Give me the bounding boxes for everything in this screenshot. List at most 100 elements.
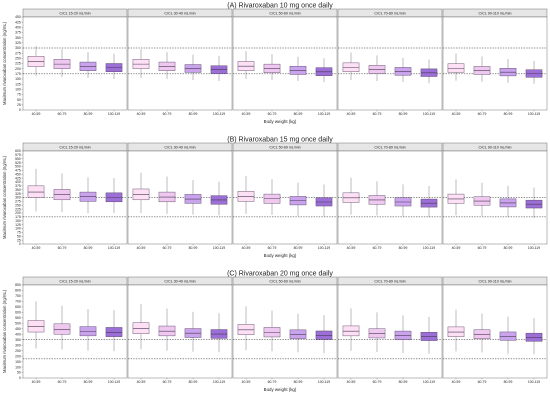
box-0: 40-59 — [342, 308, 360, 384]
y-tick-label: 125 — [15, 223, 21, 227]
x-tick-label: 60-79 — [163, 246, 172, 250]
row-title: (B) Rivaroxaban 15 mg once daily — [227, 137, 333, 144]
box-2: 80-99 — [394, 315, 412, 384]
y-tick-label: 175 — [15, 215, 21, 219]
box-2: 80-99 — [289, 313, 307, 384]
y-tick-label: 425 — [15, 20, 21, 24]
x-tick-label: 40-59 — [347, 380, 356, 384]
y-tick-label: 325 — [15, 41, 21, 45]
y-tick-label: 200 — [15, 354, 21, 358]
y-tick-label: 225 — [15, 207, 21, 211]
panel-0: CrCL 15-29 mL/min 40-59 60-79 80-99 100-119 — [22, 142, 128, 250]
box-body — [132, 322, 150, 334]
y-tick-label: 150 — [15, 77, 21, 81]
y-tick-label: 125 — [15, 82, 21, 86]
box-2: 80-99 — [499, 185, 517, 250]
y-tick-label: 25 — [17, 103, 21, 107]
x-tick-label: 80-99 — [84, 112, 93, 116]
box-3: 100-119 — [315, 58, 333, 116]
x-tick-label: 40-59 — [347, 112, 356, 116]
y-axis-label: Maximum rivaroxaban concentration (ng/mL… — [2, 155, 7, 239]
y-tick-label: 150 — [15, 360, 21, 364]
box-0: 40-59 — [27, 301, 45, 384]
y-tick-label: 350 — [15, 188, 21, 192]
y-tick-label: 800 — [15, 289, 21, 293]
y-tick-label: 250 — [15, 349, 21, 353]
panel-strip-label: CrCL 70-89 mL/min — [374, 145, 405, 149]
panel-2: CrCL 50-69 mL/min 40-59 60-79 80-99 100-119 — [232, 276, 338, 384]
box-2: 80-99 — [184, 54, 202, 116]
box-1: 60-79 — [368, 181, 386, 250]
x-tick-label: 40-59 — [452, 380, 461, 384]
y-tick-label: 600 — [15, 311, 21, 315]
y-tick-label: 325 — [15, 192, 21, 196]
y-tick-label: 550 — [15, 157, 21, 161]
y-tick-label: 300 — [15, 343, 21, 347]
box-3: 100-119 — [525, 187, 543, 250]
x-tick-label: 100-119 — [318, 112, 330, 116]
x-tick-label: 100-119 — [528, 112, 540, 116]
row-title: (A) Rivaroxaban 10 mg once daily — [227, 3, 333, 10]
x-tick-label: 80-99 — [399, 380, 408, 384]
box-3: 100-119 — [210, 55, 228, 116]
box-3: 100-119 — [525, 60, 543, 116]
x-tick-label: 100-119 — [423, 246, 435, 250]
panel-strip-label: CrCL 30-49 mL/min — [164, 11, 195, 15]
x-axis-label: Body weight (kg) — [264, 253, 297, 258]
chart-row-0: (A) Rivaroxaban 10 mg once daily Maximum … — [2, 3, 548, 124]
box-1: 60-79 — [53, 49, 71, 116]
y-tick-label: 275 — [15, 51, 21, 55]
box-3: 100-119 — [210, 313, 228, 384]
box-0: 40-59 — [27, 168, 45, 250]
x-tick-label: 80-99 — [504, 380, 513, 384]
x-tick-label: 60-79 — [268, 380, 277, 384]
x-tick-label: 80-99 — [189, 246, 198, 250]
panel-strip-label: CrCL 30-49 mL/min — [164, 279, 195, 283]
x-tick-label: 40-59 — [137, 112, 146, 116]
y-tick-label: 150 — [15, 219, 21, 223]
box-1: 60-79 — [53, 305, 71, 384]
box-1: 60-79 — [368, 55, 386, 116]
panel-3: CrCL 70-89 mL/min 40-59 60-79 80-99 100-119 — [337, 142, 443, 250]
box-3: 100-119 — [420, 186, 438, 250]
y-tick-label: 400 — [15, 26, 21, 30]
x-tick-label: 60-79 — [478, 380, 487, 384]
y-tick-label: 0 — [19, 376, 21, 380]
panel-strip-label: CrCL 90-110 mL/min — [479, 11, 512, 15]
x-tick-label: 80-99 — [504, 246, 513, 250]
x-tick-label: 100-119 — [213, 112, 225, 116]
y-tick-label: 75 — [17, 231, 21, 235]
y-tick-label: 350 — [15, 36, 21, 40]
box-2: 80-99 — [79, 309, 97, 384]
x-tick-label: 40-59 — [347, 246, 356, 250]
box-0: 40-59 — [447, 179, 465, 250]
x-tick-label: 80-99 — [189, 380, 198, 384]
panel-strip-label: CrCL 50-69 mL/min — [269, 11, 300, 15]
y-tick-label: 250 — [15, 57, 21, 61]
box-3: 100-119 — [105, 310, 123, 384]
panel-strip-label: CrCL 70-89 mL/min — [374, 11, 405, 15]
panel-strip-label: CrCL 15-29 mL/min — [59, 279, 90, 283]
panel-strip-label: CrCL 90-110 mL/min — [479, 145, 512, 149]
y-tick-label: 100 — [15, 227, 21, 231]
panel-3: CrCL 70-89 mL/min 40-59 60-79 80-99 100-119 — [337, 276, 443, 384]
box-2: 80-99 — [289, 182, 307, 250]
x-tick-label: 60-79 — [58, 380, 67, 384]
y-tick-label: 0 — [19, 242, 21, 246]
panel-4: CrCL 90-110 mL/min 40-59 60-79 80-99 100-119 — [442, 276, 548, 384]
y-tick-label: 100 — [15, 365, 21, 369]
x-tick-label: 40-59 — [452, 246, 461, 250]
chart-row-1: (B) Rivaroxaban 15 mg once daily Maximum … — [2, 137, 548, 258]
x-axis-label: Body weight (kg) — [264, 119, 297, 124]
box-2: 80-99 — [499, 58, 517, 116]
row-title: (C) Rivaroxaban 20 mg once daily — [227, 271, 333, 278]
y-tick-label: 50 — [17, 98, 21, 102]
x-tick-label: 80-99 — [399, 246, 408, 250]
y-tick-label: 225 — [15, 62, 21, 66]
y-tick-label: 50 — [17, 371, 21, 375]
y-tick-label: 200 — [15, 211, 21, 215]
box-0: 40-59 — [237, 175, 255, 250]
y-tick-label: 475 — [15, 169, 21, 173]
x-tick-label: 60-79 — [373, 380, 382, 384]
